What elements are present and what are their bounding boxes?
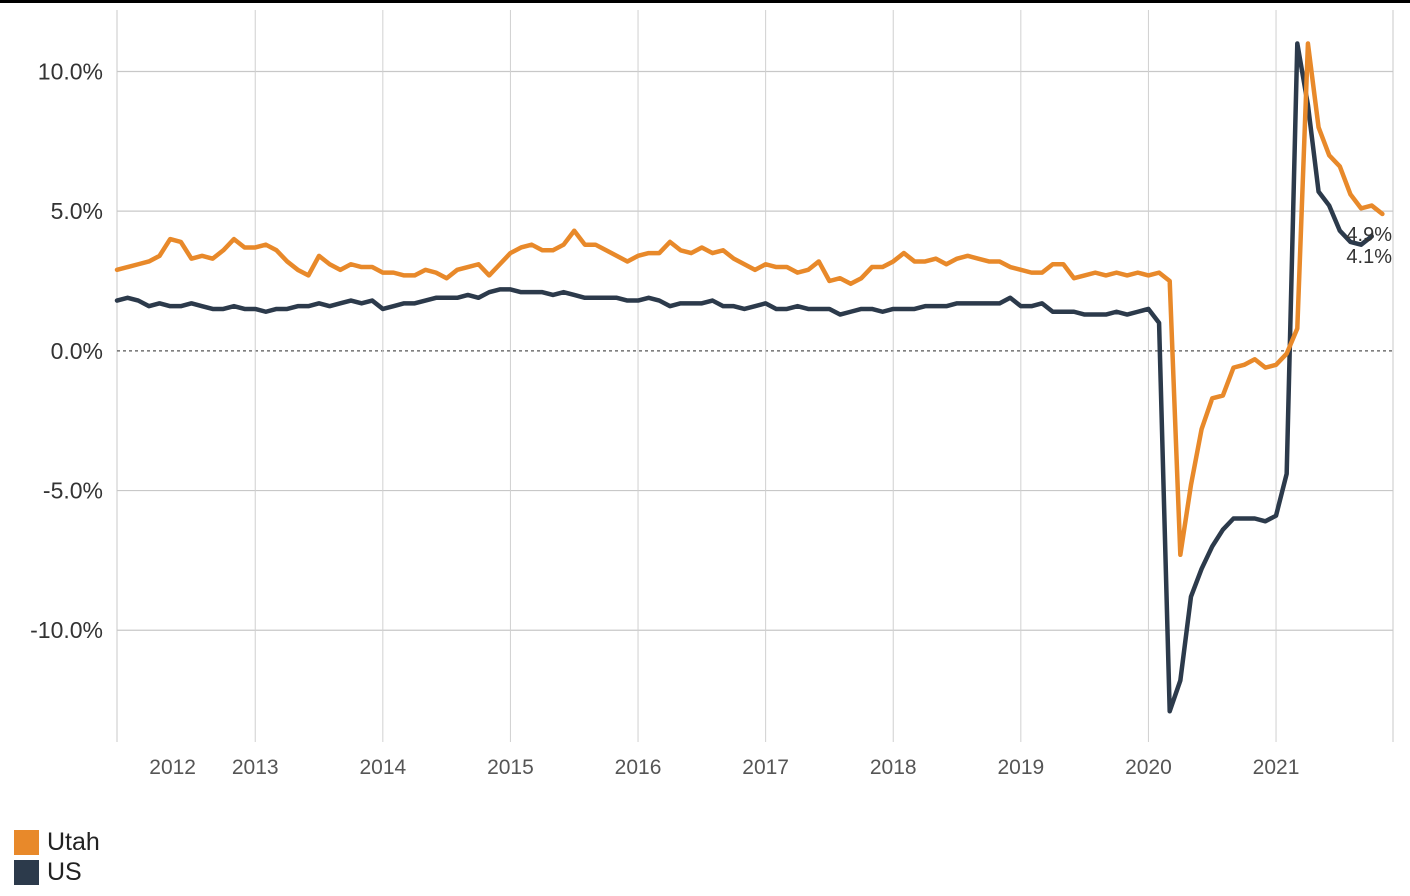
x-tick-label: 2014 (359, 756, 406, 779)
legend-swatch-utah (14, 829, 39, 855)
x-axis: 2012 2013 2014 2015 2016 2017 2018 2019 2020 2021 (149, 756, 1299, 779)
end-label-utah: 4.9% (1346, 224, 1392, 246)
line-chart: 10.0%5.0%0.0%-5.0%-10.0% 2012 2013 2014 201… (0, 0, 1410, 779)
y-tick-label: -5.0% (43, 478, 103, 504)
end-label-us: 4.1% (1346, 246, 1392, 268)
y-tick-label: 5.0% (51, 198, 103, 224)
series-line-us (114, 41, 1374, 714)
x-tick-label: 2019 (997, 756, 1044, 779)
legend-label-utah: Utah (47, 827, 100, 856)
x-tick-label: 2015 (487, 756, 534, 779)
y-tick-label: 10.0% (38, 58, 103, 84)
legend: Utah US (14, 827, 100, 887)
y-axis: 10.0% 5.0% 0.0% -5.0% -10.0% (30, 58, 103, 643)
legend-label-us: US (47, 857, 82, 886)
x-tick-label: 2013 (232, 756, 279, 779)
x-tick-label: 2017 (742, 756, 789, 779)
x-tick-label: 2018 (870, 756, 917, 779)
legend-item-utah: Utah (14, 827, 100, 857)
x-tick-label: 2016 (615, 756, 662, 779)
legend-item-us: US (14, 857, 100, 887)
x-tick-label: 2020 (1125, 756, 1172, 779)
y-tick-label: 0.0% (51, 338, 103, 364)
series-line-utah (114, 41, 1385, 558)
y-tick-label: -10.0% (30, 617, 103, 643)
gridlines (116, 10, 1394, 742)
x-tick-label: 2021 (1253, 756, 1300, 779)
x-tick-label: 2012 (149, 756, 196, 779)
end-labels: 4.9%4.1% (1346, 224, 1392, 268)
legend-swatch-us (14, 859, 39, 885)
series-layer (114, 41, 1385, 714)
